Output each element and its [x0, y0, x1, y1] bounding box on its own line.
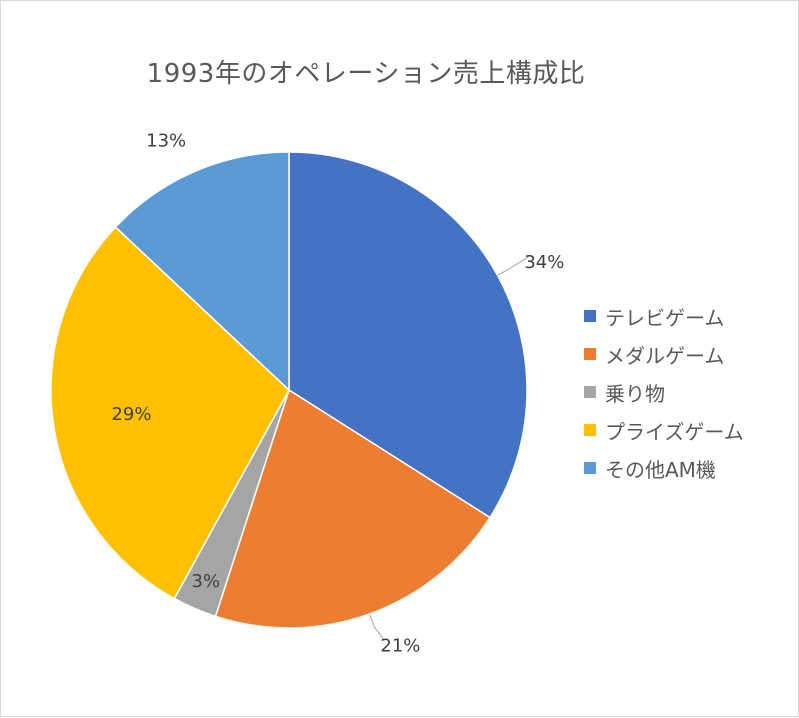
legend-label: テレビゲーム — [605, 305, 725, 330]
pie-slice-2 — [214, 388, 491, 629]
leader-line-1 — [497, 256, 529, 276]
legend-label: 乗り物 — [605, 381, 665, 406]
data-label-2: 21% — [380, 635, 420, 656]
chart-title: 1993年のオペレーション売上構成比 — [146, 59, 586, 89]
data-label-3: 3% — [192, 571, 221, 592]
legend-label: メダルゲーム — [605, 343, 725, 368]
pie-slice-4 — [50, 226, 290, 600]
legend-swatch — [584, 310, 596, 322]
legend-item-5: その他AM機 — [584, 449, 744, 487]
legend-swatch — [584, 386, 596, 398]
legend-swatch — [584, 462, 596, 474]
legend-item-2: メダルゲーム — [584, 335, 744, 373]
pie-slice-5 — [114, 151, 290, 392]
data-label-5: 13% — [146, 131, 186, 152]
legend-item-3: 乗り物 — [584, 373, 744, 411]
data-label-4: 29% — [111, 404, 151, 425]
legend-label: その他AM機 — [605, 457, 716, 482]
legend-item-1: テレビゲーム — [584, 297, 744, 335]
legend-item-4: プライズゲーム — [584, 411, 744, 449]
legend-label: プライズゲーム — [605, 419, 744, 444]
legend-swatch — [584, 424, 596, 436]
legend-swatch — [584, 348, 596, 360]
leader-line-2 — [369, 613, 385, 641]
data-label-1: 34% — [524, 252, 564, 273]
legend: テレビゲーム メダルゲーム 乗り物プライズゲーム その他AM機 — [584, 297, 744, 487]
